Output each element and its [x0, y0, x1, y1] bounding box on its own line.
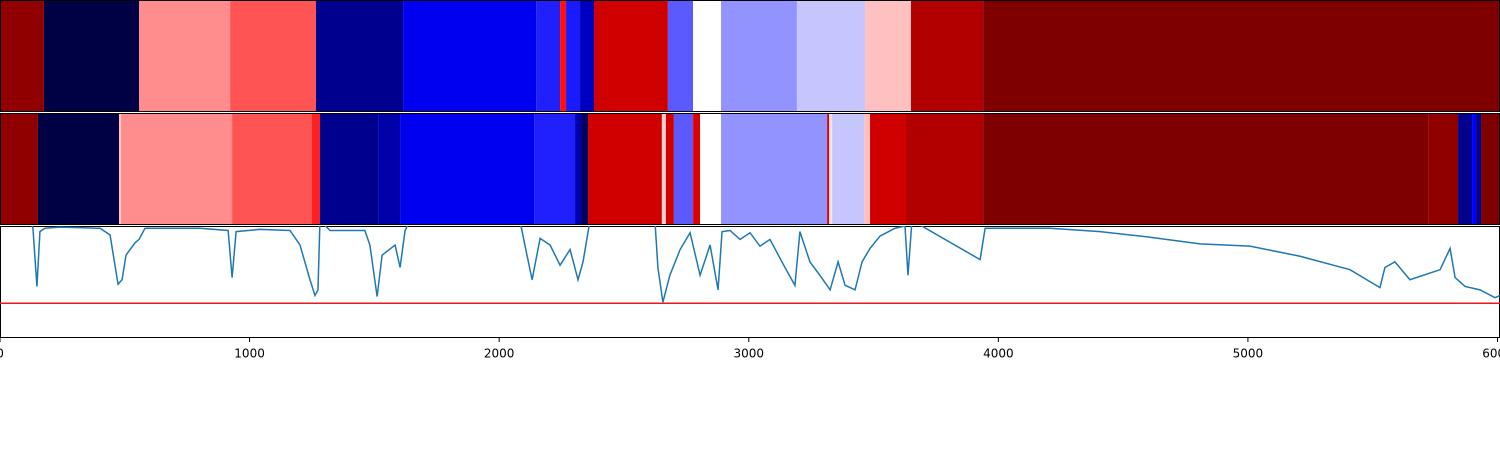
x-tick-label: 1000	[234, 347, 265, 361]
segment	[594, 0, 668, 112]
segment	[870, 113, 906, 225]
x-tick-label: 6000	[1482, 347, 1500, 361]
segment	[661, 113, 666, 225]
segment	[673, 113, 694, 225]
segment	[43, 0, 140, 112]
segment	[667, 0, 694, 112]
segment	[1458, 113, 1473, 225]
segment	[721, 113, 828, 225]
segment	[829, 113, 833, 225]
segment	[1476, 113, 1482, 225]
x-tick-label: 3000	[733, 347, 764, 361]
segment	[119, 113, 122, 225]
segment	[693, 0, 722, 112]
segment	[560, 0, 567, 112]
segment	[232, 113, 312, 225]
segment	[37, 113, 120, 225]
segment	[315, 0, 404, 112]
segment	[827, 113, 830, 225]
segment	[534, 113, 576, 225]
x-tick-label: 0	[0, 347, 4, 361]
segment	[139, 0, 231, 112]
segment	[0, 0, 44, 112]
x-tick-label: 5000	[1233, 347, 1264, 361]
segment	[796, 0, 866, 112]
segment	[983, 0, 1500, 112]
segment	[864, 113, 871, 225]
segment	[693, 113, 701, 225]
segment	[700, 113, 722, 225]
segment	[581, 113, 589, 225]
segment	[665, 113, 674, 225]
panel-frame	[0, 226, 1500, 338]
segment	[311, 113, 320, 225]
segment	[983, 113, 1429, 225]
x-tick-label: 2000	[484, 347, 515, 361]
segment	[1428, 113, 1459, 225]
segment	[865, 0, 911, 112]
segment	[536, 0, 561, 112]
x-tick-label: 4000	[983, 347, 1014, 361]
segment	[588, 113, 662, 225]
data-line	[31, 226, 1500, 303]
segment	[832, 113, 865, 225]
segment	[319, 113, 379, 225]
segment	[905, 113, 984, 225]
segment	[566, 0, 581, 112]
segment	[721, 0, 797, 112]
segment	[1472, 113, 1477, 225]
segment	[400, 113, 535, 225]
segment	[378, 113, 401, 225]
segment	[403, 0, 537, 112]
segment	[230, 0, 316, 112]
segment	[0, 113, 38, 225]
segment	[1481, 113, 1500, 225]
segment	[580, 0, 595, 112]
segment	[121, 113, 233, 225]
segment	[910, 0, 984, 112]
segment	[575, 113, 582, 225]
